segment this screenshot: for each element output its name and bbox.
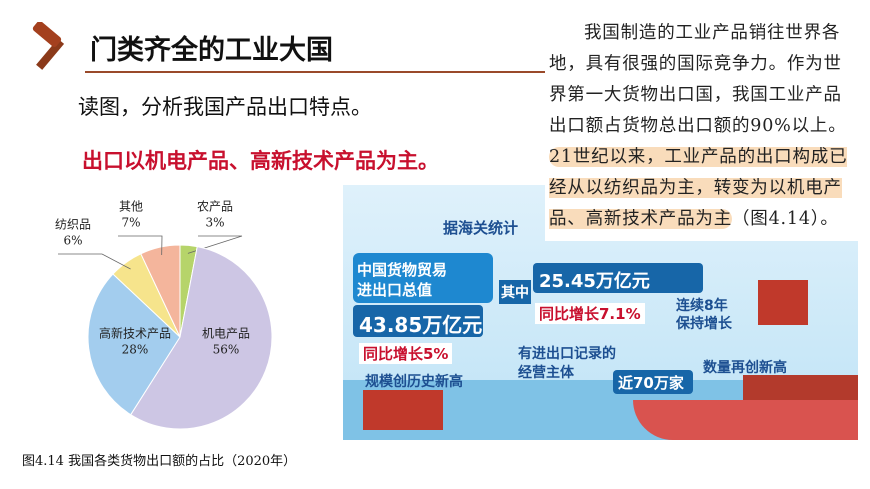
paragraph-text: （图4.14）。 xyxy=(732,209,839,229)
slice-value: 7% xyxy=(121,216,140,230)
info-text: 其中 xyxy=(499,280,531,304)
paragraph-highlight: 21世纪以来，工业产品的出口构成已经从以纺织品为主，转变为以机电产品、高新技术产… xyxy=(549,147,848,229)
title: 门类齐全的工业大国 xyxy=(90,35,333,66)
info-text: 有进出口记录的 xyxy=(518,346,616,362)
info-text: 43.85万亿元 xyxy=(359,313,483,337)
info-text: 保持增长 xyxy=(676,316,732,332)
info-text: 同比增长5% xyxy=(359,343,453,364)
prompt: 读图，分析我国产品出口特点。 xyxy=(78,95,372,119)
info-text: 进出口总值 xyxy=(357,281,433,299)
pie-slice xyxy=(140,244,181,338)
slice-value: 3% xyxy=(205,216,224,230)
slice-label: 机电产品 xyxy=(202,327,250,341)
info-text: 25.45万亿元 xyxy=(539,271,650,292)
title-rule xyxy=(85,71,547,73)
info-text: 连续8年 xyxy=(676,298,728,314)
slice-label: 纺织品 xyxy=(55,218,91,232)
pie-slice xyxy=(130,246,273,430)
paragraph: 我国制造的工业产品销往世界各地，具有很强的国际竞争力。作为世界第一大货物出口国，… xyxy=(545,14,858,241)
slice-label: 农产品 xyxy=(197,200,233,214)
info-text: 据海关统计 xyxy=(443,219,519,237)
slice-value: 56% xyxy=(213,343,240,357)
slice-label: 其他 xyxy=(119,200,143,214)
info-text: 同比增长7.1% xyxy=(535,303,645,324)
info-text: 中国货物贸易 xyxy=(357,261,448,279)
hammer-icon xyxy=(32,22,65,70)
pie-slice xyxy=(87,273,181,416)
leader-line xyxy=(118,235,163,256)
info-text: 经营主体 xyxy=(518,365,574,381)
caption: 图4.14 我国各类货物出口额的占比（2020年） xyxy=(22,454,297,469)
leader-line xyxy=(58,253,131,270)
info-text: 数量再创新高 xyxy=(703,360,787,376)
answer: 出口以机电产品、高新技术产品为主。 xyxy=(82,149,439,173)
pie-chart: 农产品 3% 机电产品 56% 高新技术产品 28% 纺织品 6% 其他 7% xyxy=(55,200,273,430)
slice-label: 高新技术产品 xyxy=(99,326,171,341)
slice-value: 6% xyxy=(63,234,82,248)
leader-line xyxy=(187,235,243,254)
paragraph-text: 我国制造的工业产品销往世界各地，具有很强的国际竞争力。作为世界第一大货物出口国，… xyxy=(549,23,847,136)
slice-value: 28% xyxy=(122,343,149,357)
info-text: 规模创历史新高 xyxy=(365,374,463,390)
info-text: 近70万家 xyxy=(618,374,684,392)
